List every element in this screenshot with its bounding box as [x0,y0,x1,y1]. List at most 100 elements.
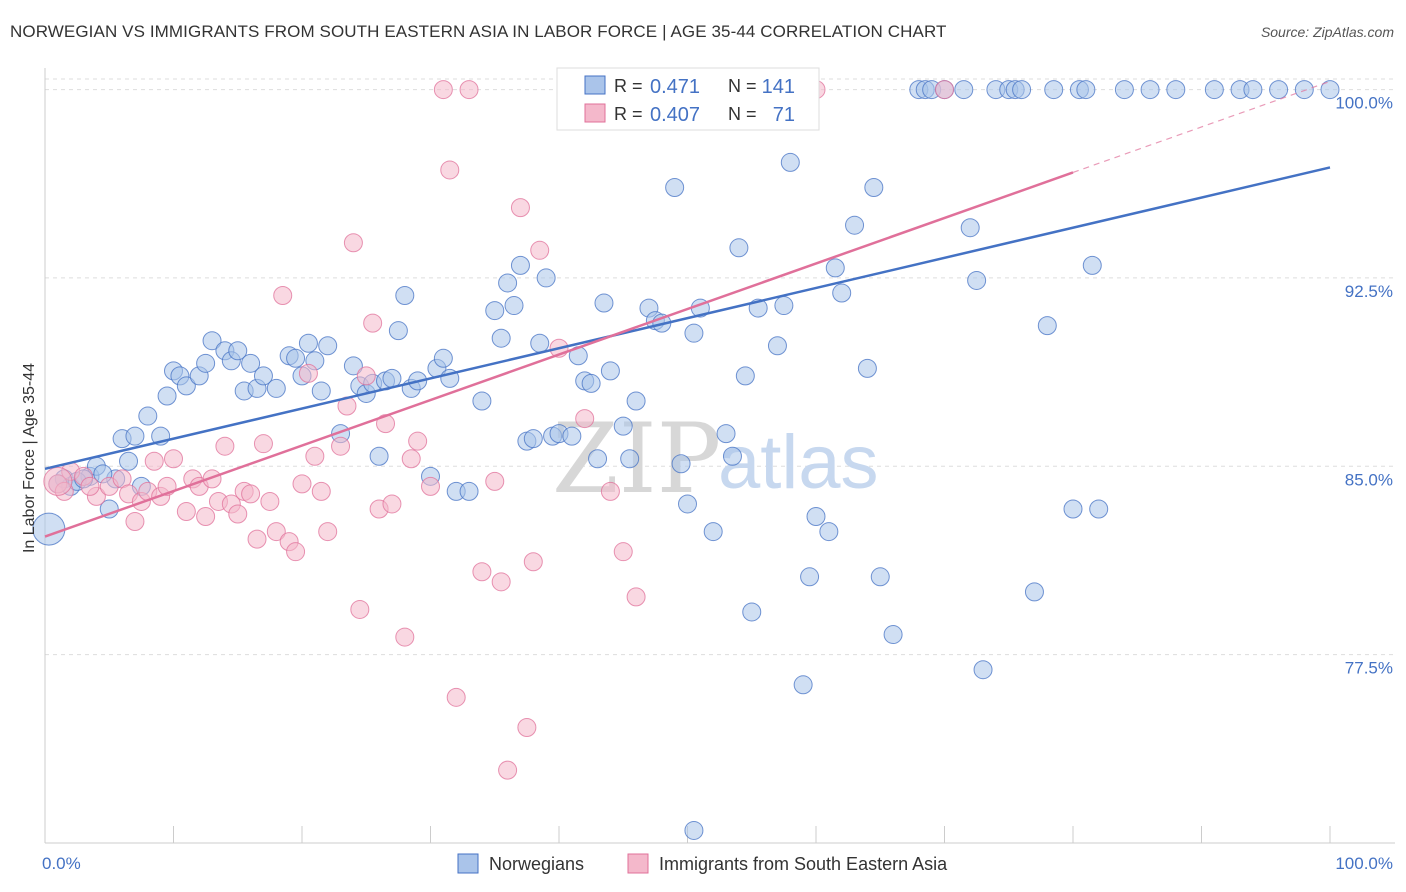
point-immigrants-54 [472,562,492,582]
point-immigrants-48 [408,431,428,451]
point-norwegians-131 [1294,80,1314,100]
series-swatch-norwegians [457,853,479,874]
point-norwegians-12 [157,386,177,406]
point-immigrants-53 [459,80,479,100]
point-immigrants-32 [292,474,312,494]
point-immigrants-31 [286,542,306,562]
point-norwegians-109 [960,218,980,238]
legend: R = 0.471 N = 141 R = 0.407 N = 71 [556,67,820,131]
series-label-immigrants: Immigrants from South Eastern Asia [659,854,948,874]
point-norwegians-35 [343,356,363,376]
legend-n-value-1: 141 [762,76,795,98]
point-norwegians-60 [530,333,550,353]
point-immigrants-56 [491,572,511,592]
point-immigrants-25 [247,529,267,549]
point-norwegians-64 [562,426,582,446]
point-norwegians-78 [671,454,691,474]
point-norwegians-39 [369,446,389,466]
point-immigrants-61 [530,240,550,260]
point-norwegians-133 [684,820,704,840]
y-axis-label: In Labor Force | Age 35-44 [21,363,38,553]
point-norwegians-42 [388,321,408,341]
point-norwegians-95 [806,507,826,527]
legend-r-label-1: R = [614,76,643,96]
trend-line-norwegians [44,166,1331,471]
point-norwegians-125 [1140,80,1160,100]
point-norwegians-115 [1012,80,1032,100]
point-immigrants-42 [363,313,383,333]
point-norwegians-33 [318,336,338,356]
point-immigrants-28 [266,522,286,542]
point-immigrants-41 [356,366,376,386]
legend-n-label-2: N = [728,104,757,124]
point-norwegians-119 [1063,499,1083,519]
point-norwegians-118 [1044,80,1064,100]
trend-lines [44,80,1331,538]
point-norwegians-97 [825,258,845,278]
point-immigrants-46 [395,627,415,647]
point-immigrants-13 [164,449,183,469]
point-immigrants-40 [350,599,370,619]
point-immigrants-36 [318,522,338,542]
x-tick-label-1: 100.0% [1335,854,1393,873]
point-norwegians-130 [1269,80,1289,100]
point-norwegians-84 [722,446,742,466]
point-norwegians-92 [780,152,800,172]
point-norwegians-52 [472,391,492,411]
point-immigrants-27 [260,491,280,511]
point-norwegians-94 [800,567,820,587]
point-norwegians-90 [767,336,787,356]
x-tick-label-0: 0.0% [42,854,81,873]
point-norwegians-25 [253,366,273,386]
point-norwegians-18 [202,331,222,351]
legend-swatch-norwegians [584,75,606,95]
point-norwegians-30 [298,333,318,353]
point-norwegians-55 [498,273,518,293]
point-immigrants-51 [440,160,460,180]
point-norwegians-21 [228,341,248,361]
point-norwegians-61 [536,268,556,288]
point-norwegians-98 [832,283,852,303]
point-norwegians-15 [176,376,196,396]
point-immigrants-34 [305,446,325,466]
point-norwegians-122 [1082,255,1102,275]
point-norwegians-108 [954,80,974,100]
series-legend: Norwegians Immigrants from South Eastern… [457,853,948,874]
point-norwegians-103 [883,625,903,645]
point-immigrants-47 [401,449,421,469]
axes [44,68,1395,844]
point-norwegians-132 [1320,80,1340,100]
point-norwegians-72 [620,449,640,469]
point-immigrants-39 [343,233,363,253]
legend-r-value-1: 0.471 [650,76,700,98]
point-norwegians-96 [819,522,839,542]
point-norwegians-127 [1204,80,1224,100]
point-norwegians-17 [196,353,216,373]
point-immigrants-65 [613,542,633,562]
point-immigrants-35 [311,481,331,501]
point-immigrants-26 [253,434,273,454]
point-norwegians-83 [716,424,736,444]
point-norwegians-126 [1166,80,1186,100]
point-immigrants-37 [331,436,351,456]
point-norwegians-123 [1089,499,1109,519]
point-norwegians-79 [678,494,697,514]
point-immigrants-14 [176,501,196,521]
point-norwegians-70 [600,361,620,381]
point-norwegians-116 [1024,582,1044,602]
point-norwegians-91 [774,296,794,316]
point-immigrants-33 [298,363,318,383]
point-norwegians-7 [119,451,139,471]
point-immigrants-52 [446,687,466,707]
y-tick-label-3: 77.5% [1345,659,1393,678]
point-immigrants-18 [202,469,222,489]
trend-line-immigrants [44,171,1074,538]
point-norwegians-93 [793,675,813,695]
point-norwegians-10 [138,406,158,426]
point-norwegians-117 [1037,316,1057,336]
point-immigrants-64 [600,481,620,501]
chart-title: NORWEGIAN VS IMMIGRANTS FROM SOUTH EASTE… [10,22,947,41]
point-immigrants-59 [517,717,537,737]
point-norwegians-43 [395,286,415,306]
point-norwegians-57 [510,255,530,275]
